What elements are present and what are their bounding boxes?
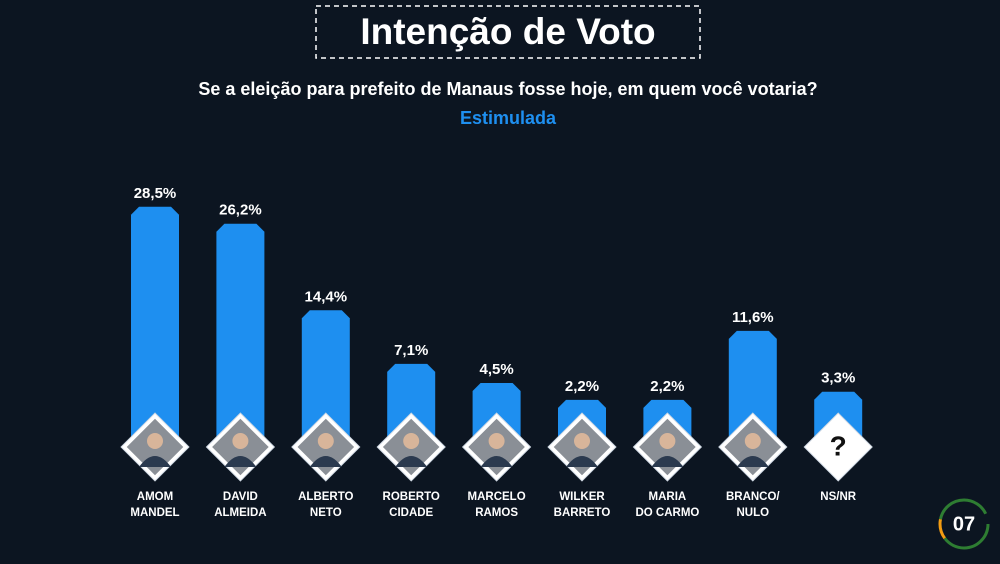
avatar-body	[139, 456, 171, 467]
x-tick-label: DAVID	[223, 491, 258, 503]
x-tick-label: WILKER	[559, 491, 605, 503]
badge-ring-accent	[938, 498, 990, 550]
page-badge: 07	[938, 498, 990, 550]
value-label: 7,1%	[394, 342, 428, 359]
x-tick-label: NS/NR	[820, 491, 856, 503]
bar	[728, 330, 777, 445]
avatar-body	[480, 456, 513, 467]
x-tick-label: AMOM	[137, 491, 173, 503]
avatar-head	[147, 433, 163, 449]
chart-title: Intenção de Voto	[360, 11, 655, 52]
x-tick-label: BRANCO/	[726, 491, 780, 503]
badge-ring	[938, 498, 990, 550]
avatar-head	[403, 433, 420, 449]
avatar-body	[395, 456, 428, 467]
x-tick-label: BARRETO	[554, 507, 611, 519]
x-tick-label: NULO	[737, 507, 770, 519]
bar	[216, 223, 265, 445]
value-label: 3,3%	[821, 370, 855, 387]
value-label: 4,5%	[479, 361, 513, 378]
x-tick-label: MARCELO	[468, 491, 526, 503]
avatar-frame	[803, 412, 873, 482]
unknown-icon: ?	[830, 430, 847, 461]
title-frame	[315, 5, 701, 59]
avatar-body	[224, 456, 257, 467]
value-label: 28,5%	[134, 185, 177, 202]
avatar-head	[659, 433, 676, 449]
x-tick-label: NETO	[310, 507, 342, 519]
chart-subtitle: Se a eleição para prefeito de Manaus fos…	[198, 79, 817, 99]
chart-subtitle-2: Estimulada	[460, 108, 557, 128]
x-tick-label: MANDEL	[130, 507, 179, 519]
avatar-head	[232, 433, 249, 449]
avatar-head	[744, 433, 761, 449]
x-tick-label: MARIA	[649, 491, 687, 503]
x-tick-label: ALMEIDA	[214, 507, 266, 519]
value-label: 2,2%	[565, 378, 599, 395]
avatar-body	[309, 456, 342, 467]
page-number: 07	[953, 513, 975, 535]
x-tick-label: CIDADE	[389, 507, 433, 519]
value-label: 2,2%	[650, 378, 684, 395]
x-tick-label: ROBERTO	[383, 491, 440, 503]
avatar-head	[317, 433, 334, 449]
avatar-body	[651, 456, 684, 467]
avatar-head	[574, 433, 590, 449]
x-tick-label: ALBERTO	[298, 491, 353, 503]
x-tick-label: RAMOS	[475, 507, 518, 519]
avatar-body	[736, 456, 769, 467]
value-label: 11,6%	[732, 309, 774, 326]
bar	[131, 206, 179, 445]
avatar-body	[566, 456, 598, 467]
x-tick-label: DO CARMO	[635, 507, 699, 519]
value-label: 26,2%	[219, 202, 262, 219]
bar	[301, 310, 350, 445]
value-label: 14,4%	[305, 288, 348, 305]
avatar-head	[488, 433, 505, 449]
